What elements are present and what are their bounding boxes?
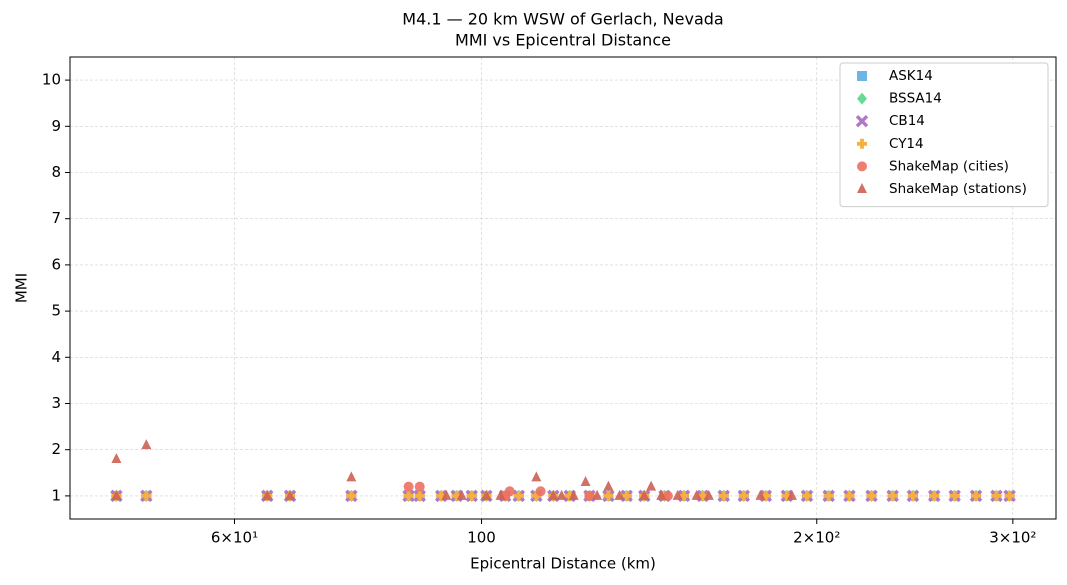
point bbox=[568, 489, 579, 500]
point bbox=[786, 489, 797, 500]
point bbox=[656, 489, 667, 500]
x-tick-label: 6×10¹ bbox=[211, 529, 258, 547]
y-tick-label: 3 bbox=[51, 394, 61, 412]
y-tick-label: 6 bbox=[51, 255, 61, 273]
point bbox=[535, 486, 546, 497]
point bbox=[755, 489, 766, 500]
legend-marker bbox=[857, 71, 867, 81]
point bbox=[403, 490, 414, 501]
point bbox=[111, 452, 122, 463]
point bbox=[441, 489, 452, 500]
point bbox=[887, 490, 898, 501]
y-tick-label: 10 bbox=[42, 71, 61, 89]
point bbox=[466, 490, 477, 501]
y-tick-label: 5 bbox=[51, 302, 61, 320]
point bbox=[679, 490, 690, 501]
x-tick-label: 100 bbox=[467, 529, 496, 547]
legend-label: ShakeMap (cities) bbox=[889, 158, 1009, 174]
point bbox=[592, 489, 603, 500]
plot-frame bbox=[69, 56, 1057, 520]
legend-marker bbox=[857, 161, 867, 172]
point bbox=[504, 486, 515, 497]
point bbox=[346, 471, 357, 482]
legend-label: ShakeMap (stations) bbox=[889, 181, 1027, 197]
y-tick-label: 1 bbox=[51, 486, 61, 504]
point bbox=[548, 489, 559, 500]
legend-marker bbox=[855, 114, 869, 128]
y-tick-label: 9 bbox=[51, 117, 61, 135]
point bbox=[414, 481, 425, 492]
legend-box bbox=[839, 62, 1049, 208]
y-tick-label: 2 bbox=[51, 440, 61, 458]
point bbox=[738, 490, 749, 501]
point bbox=[823, 490, 834, 501]
point bbox=[580, 476, 591, 487]
x-axis-label: Epicentral Distance (km) bbox=[470, 555, 656, 573]
legend-label: ASK14 bbox=[889, 68, 933, 84]
point bbox=[646, 480, 657, 491]
point bbox=[414, 490, 425, 501]
x-tick-label: 3×10² bbox=[989, 529, 1036, 547]
point bbox=[495, 489, 506, 500]
point bbox=[672, 489, 683, 500]
point bbox=[262, 489, 273, 500]
point bbox=[907, 490, 918, 501]
point bbox=[141, 490, 152, 501]
legend-marker bbox=[857, 138, 867, 149]
point bbox=[691, 489, 702, 500]
point bbox=[556, 489, 567, 500]
point bbox=[513, 490, 524, 501]
point bbox=[141, 439, 152, 450]
point bbox=[603, 490, 614, 501]
legend-label: CB14 bbox=[889, 113, 925, 129]
legend-label: CY14 bbox=[889, 136, 924, 152]
point bbox=[703, 489, 714, 500]
point bbox=[929, 490, 940, 501]
point bbox=[111, 489, 122, 500]
x-tick-label: 2×10² bbox=[793, 529, 840, 547]
legend-label: BSSA14 bbox=[889, 91, 942, 107]
point bbox=[403, 481, 414, 492]
chart-title: M4.1 — 20 km WSW of Gerlach, Nevada bbox=[402, 10, 723, 29]
point bbox=[971, 490, 982, 501]
point bbox=[718, 490, 729, 501]
point bbox=[801, 490, 812, 501]
point bbox=[639, 489, 650, 500]
y-tick-label: 8 bbox=[51, 163, 61, 181]
y-tick-label: 7 bbox=[51, 209, 61, 227]
point bbox=[866, 490, 877, 501]
point bbox=[584, 490, 595, 501]
point bbox=[456, 489, 467, 500]
y-axis-label: MMI bbox=[13, 273, 31, 303]
chart-subtitle: MMI vs Epicentral Distance bbox=[455, 31, 671, 50]
point bbox=[481, 489, 492, 500]
point bbox=[346, 490, 357, 501]
point bbox=[949, 490, 960, 501]
point bbox=[603, 480, 614, 491]
point bbox=[991, 490, 1002, 501]
legend-marker bbox=[857, 183, 867, 193]
point bbox=[285, 489, 296, 500]
point bbox=[621, 490, 632, 501]
point bbox=[614, 489, 625, 500]
legend-marker bbox=[857, 92, 867, 105]
point bbox=[844, 490, 855, 501]
point bbox=[1004, 490, 1015, 501]
point bbox=[531, 471, 542, 482]
y-tick-label: 4 bbox=[51, 348, 61, 366]
legend: ASK14 BSSA14 CB14 CY14 ShakeMap (cities) Shak… bbox=[839, 62, 1049, 208]
